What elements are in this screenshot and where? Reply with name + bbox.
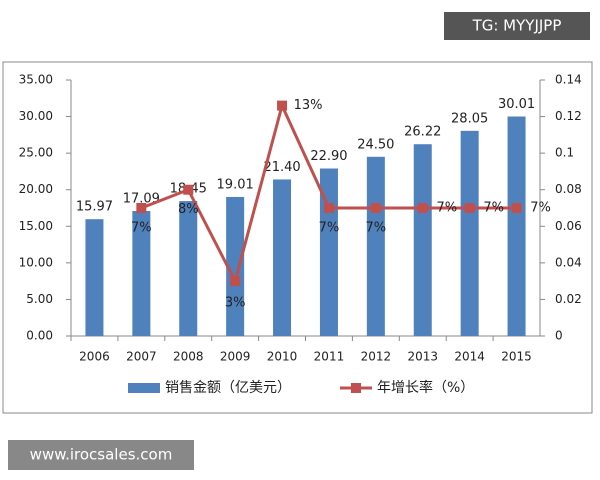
y2-tick-label: 0.14	[555, 73, 582, 87]
bar-value-label: 15.97	[76, 200, 113, 215]
bar	[366, 156, 385, 336]
bar	[413, 144, 432, 336]
watermark-box	[8, 440, 194, 470]
bar-value-label: 19.01	[217, 177, 254, 192]
watermark: TG: MYYJJPP	[472, 17, 562, 35]
bar	[460, 130, 479, 336]
x-tick-label: 2013	[407, 350, 438, 364]
line-marker	[183, 184, 194, 195]
line-value-label: 7%	[436, 201, 457, 216]
y2-tick-label: 0.04	[555, 255, 582, 269]
x-tick-label: 2007	[126, 350, 157, 364]
line-marker	[230, 276, 241, 287]
y2-tick-label: 0.12	[555, 109, 582, 123]
bar-value-label: 24.50	[357, 137, 394, 152]
line-marker	[370, 203, 381, 213]
x-tick-label: 2012	[361, 350, 392, 364]
legend-label: 销售金额（亿美元）	[165, 380, 291, 396]
bar	[85, 219, 104, 336]
bar-value-label: 22.90	[310, 149, 347, 164]
y-tick-label: 10.00	[19, 255, 53, 269]
line-marker	[417, 203, 428, 213]
bar-value-label: 28.05	[451, 111, 488, 126]
y2-tick-label: 0	[555, 329, 563, 343]
line-marker	[464, 203, 475, 213]
bar-value-label: 26.22	[404, 125, 441, 140]
line-value-label: 7%	[131, 221, 152, 236]
y-tick-label: 5.00	[26, 292, 53, 306]
y-tick-label: 30.00	[19, 109, 53, 123]
y-tick-label: 35.00	[19, 73, 53, 87]
x-tick-label: 2014	[454, 350, 485, 364]
bar	[179, 201, 198, 336]
line-value-label: 8%	[178, 202, 199, 217]
y-tick-label: 15.00	[19, 219, 53, 233]
x-tick-label: 2006	[79, 350, 110, 364]
line-marker	[277, 100, 288, 111]
x-tick-label: 2011	[314, 350, 345, 364]
bar-value-label: 17.09	[123, 191, 160, 206]
legend-label: 年增长率（%）	[377, 379, 474, 396]
legend-swatch	[351, 383, 361, 393]
line-marker	[511, 203, 522, 213]
bar-value-label: 30.01	[498, 97, 535, 112]
x-tick-label: 2010	[267, 350, 298, 364]
line-marker	[323, 203, 334, 213]
y2-tick-label: 0.02	[555, 292, 582, 306]
y2-tick-label: 0.06	[555, 219, 582, 233]
line-value-label: 7%	[366, 221, 387, 236]
y2-tick-label: 0.1	[555, 146, 574, 160]
line-value-label: 3%	[225, 296, 246, 311]
line-value-label: 7%	[319, 221, 340, 236]
watermark: www.irocsales.com	[30, 446, 173, 464]
y-tick-label: 0.00	[26, 329, 53, 343]
line-value-label: 7%	[483, 201, 504, 216]
legend-swatch	[128, 383, 160, 393]
y-tick-label: 20.00	[19, 182, 53, 196]
x-tick-label: 2009	[220, 350, 251, 364]
x-tick-label: 2015	[501, 350, 532, 364]
bar	[226, 196, 245, 336]
y-tick-label: 25.00	[19, 146, 53, 160]
bar-value-label: 21.40	[263, 160, 300, 175]
x-tick-label: 2008	[173, 350, 204, 364]
watermark-box	[444, 12, 590, 40]
line-value-label: 13%	[294, 98, 323, 113]
bar	[273, 179, 292, 336]
bar	[507, 116, 526, 336]
y2-tick-label: 0.08	[555, 182, 582, 196]
line-marker	[136, 203, 147, 213]
line-value-label: 7%	[530, 201, 551, 216]
bar	[132, 210, 151, 336]
